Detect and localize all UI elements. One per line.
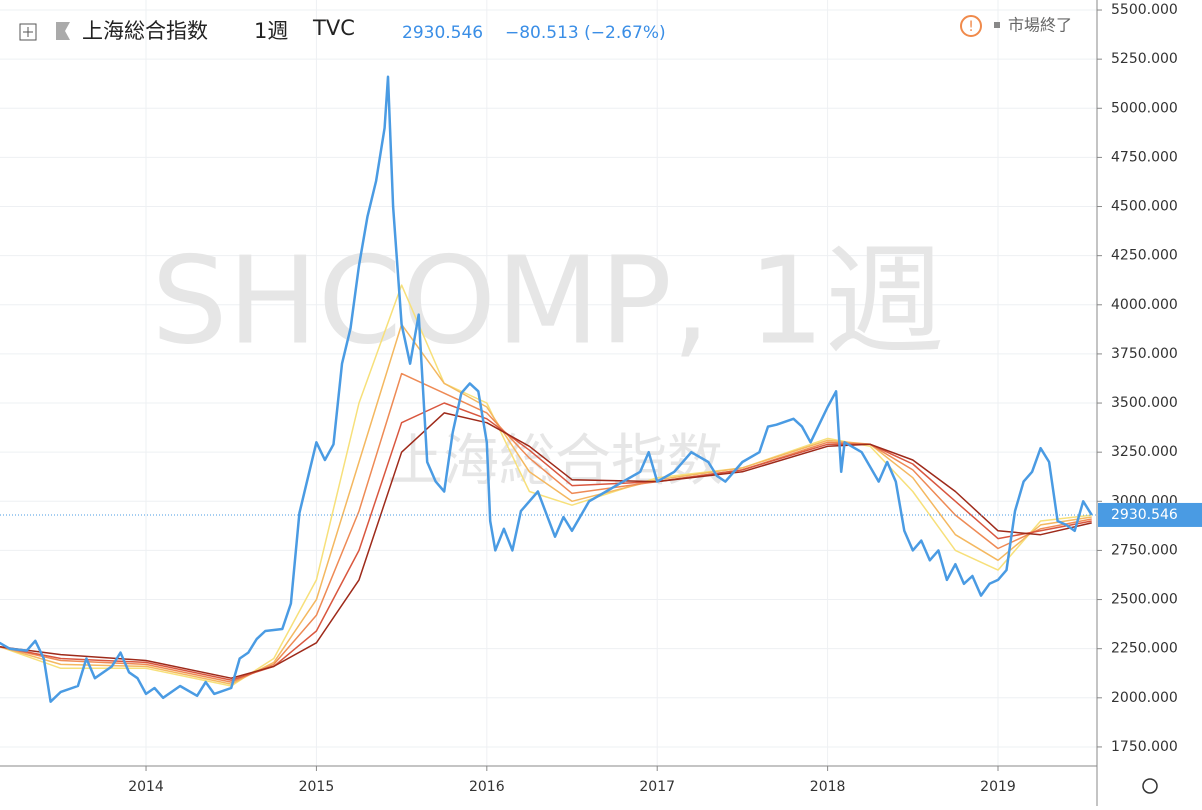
watermark: SHCOMP, 1週 <box>151 233 944 372</box>
grid <box>0 0 1097 766</box>
watermark-sub: 上海総合指数 <box>387 429 723 494</box>
series-line <box>0 372 1092 683</box>
y-tick-label: 3750.000 <box>1111 346 1178 362</box>
series-line <box>0 402 1092 681</box>
symbol[interactable]: 上海総合指数 <box>82 19 208 43</box>
y-tick-label: 2250.000 <box>1111 641 1178 657</box>
interval[interactable]: 1週 <box>254 19 288 43</box>
x-tick-label: 2019 <box>980 779 1016 795</box>
y-tick-label: 5500.000 <box>1111 2 1178 18</box>
y-tick-label: 4750.000 <box>1111 149 1178 165</box>
axes: 1750.000 2000.000 2250.000 2500.000 2750.000… <box>128 2 1202 795</box>
y-tick-label: 4250.000 <box>1111 248 1178 264</box>
y-tick-label: 4500.000 <box>1111 199 1178 215</box>
last-price: 2930.546 <box>402 23 483 43</box>
plot <box>0 75 1097 703</box>
x-tick-label: 2014 <box>128 779 164 795</box>
flag-icon[interactable] <box>56 22 70 40</box>
settings-icon[interactable] <box>1142 778 1158 794</box>
status-dot <box>994 22 1000 28</box>
market-status: 市場終了 <box>1008 16 1072 35</box>
y-tick-label: 1750.000 <box>1111 739 1178 755</box>
x-tick-label: 2016 <box>469 779 505 795</box>
change: −80.513 (−2.67%) <box>505 23 666 43</box>
expand-icon[interactable] <box>19 23 37 41</box>
y-tick-label: 2000.000 <box>1111 690 1178 706</box>
y-tick-label: 4000.000 <box>1111 297 1178 313</box>
x-tick-label: 2018 <box>810 779 846 795</box>
y-tick-label: 3250.000 <box>1111 444 1178 460</box>
y-tick-label: 3500.000 <box>1111 395 1178 411</box>
y-tick-label: 2750.000 <box>1111 542 1178 558</box>
y-tick-label: 5000.000 <box>1111 100 1178 116</box>
last-price-tag <box>1098 502 1202 527</box>
series-line <box>0 323 1092 685</box>
y-tick-label: 2500.000 <box>1111 592 1178 608</box>
alert-icon: ! <box>968 19 974 35</box>
last-price-label: 2930.546 <box>1111 507 1178 523</box>
expand-icon <box>23 27 33 37</box>
header: 上海総合指数 1週 TVC 2930.546 −80.513 (−2.67%) … <box>19 15 1072 43</box>
y-tick-label: 5250.000 <box>1111 51 1178 67</box>
series-line <box>0 412 1092 679</box>
alert-icon[interactable] <box>960 15 982 37</box>
x-tick-label: 2017 <box>639 779 675 795</box>
series-line <box>0 75 1093 703</box>
exchange[interactable]: TVC <box>312 16 355 40</box>
x-tick-label: 2015 <box>299 779 335 795</box>
